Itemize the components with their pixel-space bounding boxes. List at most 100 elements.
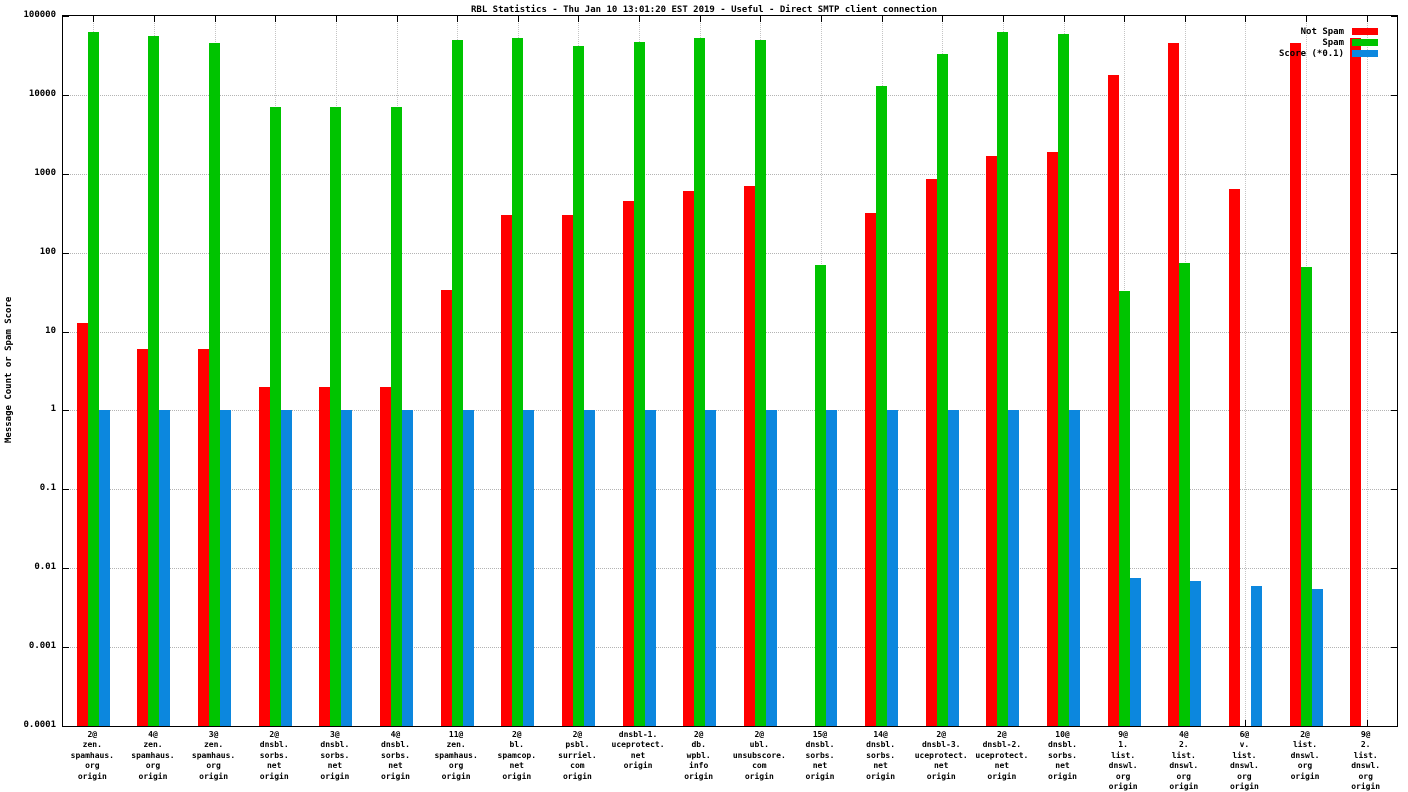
bar-score-0-1	[765, 410, 777, 726]
y-gridline	[63, 489, 1397, 491]
bar-spam	[754, 39, 766, 726]
x-category-label: 3@ dnsbl. sorbs. net origin	[320, 730, 350, 781]
x-tick-mark	[1245, 16, 1247, 22]
y-tick-mark	[63, 173, 69, 175]
y-gridline	[63, 568, 1397, 570]
x-tick-mark	[1184, 16, 1186, 22]
bar-not-spam	[1107, 74, 1119, 726]
plot-area	[62, 15, 1398, 727]
x-category-label: 4@ zen. spamhaus. org origin	[131, 730, 175, 781]
y-gridline	[63, 173, 1397, 175]
bar-spam	[633, 41, 645, 726]
x-category-label: 2@ list. dnswl. org origin	[1290, 730, 1320, 781]
x-tick-mark	[1124, 16, 1126, 22]
bar-not-spam	[137, 349, 149, 726]
x-tick-mark	[335, 16, 337, 22]
bar-spam	[694, 38, 706, 726]
y-gridline	[63, 94, 1397, 96]
y-gridline	[63, 252, 1397, 254]
x-category-label: 3@ zen. spamhaus. org origin	[191, 730, 236, 781]
x-tick-mark	[1063, 16, 1065, 22]
legend-label: Not Spam	[1300, 26, 1344, 37]
y-tick-mark	[63, 94, 69, 96]
y-tick-label: 0.001	[28, 641, 56, 652]
bar-not-spam	[1350, 38, 1362, 726]
bar-score-0-1	[1311, 588, 1323, 726]
x-tick-mark	[1002, 16, 1004, 22]
bar-spam	[87, 32, 99, 726]
bar-not-spam	[440, 289, 452, 726]
bar-not-spam	[501, 215, 513, 726]
bar-score-0-1	[462, 410, 474, 726]
legend-item: Spam	[1322, 37, 1378, 48]
bar-score-0-1	[220, 410, 232, 726]
bar-not-spam	[319, 386, 331, 726]
legend-item: Score (*0.1)	[1279, 48, 1378, 59]
x-tick-mark	[517, 16, 519, 22]
x-tick-mark	[214, 16, 216, 22]
y-tick-mark	[63, 331, 69, 333]
x-category-label: 2@ psbl. surriel. com origin	[558, 730, 597, 781]
y-tick-mark	[63, 16, 69, 17]
x-gridline	[1245, 16, 1247, 726]
x-category-label: 4@ 2. list. dnswl. org origin	[1169, 730, 1199, 791]
bar-spam	[1118, 290, 1130, 726]
x-category-label: 2@ zen. spamhaus. org origin	[70, 730, 114, 781]
bar-score-0-1	[402, 410, 413, 726]
y-tick-mark	[1391, 331, 1397, 333]
legend-swatch	[1352, 50, 1378, 57]
legend-label: Spam	[1322, 37, 1344, 48]
bar-score-0-1	[1190, 581, 1202, 726]
x-category-label: 14@ dnsbl. sorbs. net origin	[866, 730, 896, 781]
y-tick-mark	[63, 647, 69, 649]
bar-spam	[391, 107, 402, 726]
bar-score-0-1	[583, 410, 595, 726]
x-category-label: 2@ dnsbl-3. uceprotect. net origin	[914, 730, 968, 781]
x-category-label: 9@ 2. list. dnswl. org origin	[1351, 730, 1381, 791]
bar-not-spam	[925, 179, 937, 726]
bar-score-0-1	[98, 410, 110, 726]
y-tick-mark	[1391, 568, 1397, 570]
bar-spam	[572, 45, 584, 726]
y-tick-label: 10	[45, 325, 56, 336]
bar-score-0-1	[1250, 585, 1262, 726]
x-tick-mark	[457, 16, 459, 22]
y-tick-mark	[63, 410, 69, 412]
x-category-label: 2@ db. wpbl. info origin	[684, 730, 714, 781]
bar-score-0-1	[826, 410, 838, 726]
y-tick-mark	[1391, 173, 1397, 175]
bar-spam	[330, 107, 342, 726]
y-tick-label: 1000	[34, 167, 56, 178]
bar-spam	[1058, 33, 1069, 726]
x-tick-mark	[1306, 16, 1308, 22]
bar-spam	[1179, 262, 1191, 726]
y-tick-mark	[1391, 726, 1397, 727]
x-tick-mark	[153, 16, 155, 22]
y-tick-label: 100	[39, 246, 56, 257]
y-tick-mark	[63, 252, 69, 254]
bar-spam	[936, 53, 948, 726]
y-gridline	[63, 647, 1397, 649]
x-tick-mark	[1366, 16, 1368, 22]
y-axis-label: Message Count or Spam Score	[4, 296, 14, 444]
x-category-label: 4@ dnsbl. sorbs. net origin	[381, 730, 410, 781]
x-tick-mark	[93, 16, 95, 22]
y-tick-mark	[1391, 410, 1397, 412]
x-gridline	[1366, 16, 1368, 726]
x-category-label: 2@ dnsbl. sorbs. net origin	[259, 730, 289, 781]
x-category-label: dnsbl-1. uceprotect. net origin	[611, 730, 665, 771]
bar-score-0-1	[341, 410, 353, 726]
x-tick-mark	[942, 16, 944, 22]
x-tick-mark	[1245, 720, 1247, 726]
bar-not-spam	[561, 215, 573, 726]
bar-not-spam	[622, 201, 634, 726]
bar-not-spam	[986, 155, 998, 726]
bar-not-spam	[683, 191, 695, 726]
y-tick-label: 0.0001	[23, 720, 56, 730]
legend-item: Not Spam	[1301, 26, 1378, 37]
bar-score-0-1	[1069, 410, 1080, 726]
legend-swatch	[1352, 28, 1378, 35]
y-tick-label: 0.01	[34, 562, 56, 573]
bar-spam	[1300, 267, 1312, 726]
